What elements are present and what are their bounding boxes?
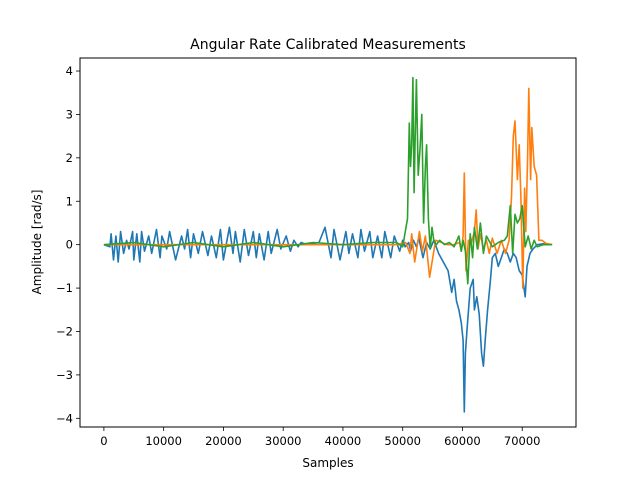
series-line-3	[103, 76, 553, 285]
y-tick-label: −3	[56, 368, 73, 382]
series-layer	[103, 76, 553, 413]
y-tick-label: 2	[66, 151, 73, 165]
x-tick-label: 70000	[504, 434, 541, 448]
series-line-1	[103, 226, 553, 413]
y-tick-label: −1	[56, 281, 73, 295]
x-tick-label: 20000	[205, 434, 242, 448]
x-axis: 0 10000 20000 30000 40000 50000 60000 70000	[100, 427, 541, 448]
x-axis-label: Samples	[302, 456, 353, 470]
x-tick-label: 10000	[145, 434, 182, 448]
y-tick-label: −4	[56, 411, 73, 425]
y-axis-label: Amplitude [rad/s]	[30, 190, 44, 295]
y-tick-label: 1	[66, 194, 73, 208]
x-tick-label: 0	[100, 434, 107, 448]
y-tick-label: −2	[56, 324, 73, 338]
x-tick-label: 60000	[444, 434, 481, 448]
x-tick-label: 50000	[384, 434, 421, 448]
y-tick-label: 0	[66, 238, 73, 252]
y-axis: −4 −3 −2 −1 0 1 2 3 4	[56, 64, 80, 425]
y-tick-label: 3	[66, 107, 73, 121]
x-tick-label: 30000	[265, 434, 302, 448]
x-tick-label: 40000	[325, 434, 362, 448]
series-line-2	[103, 87, 553, 289]
plot-frame	[79, 57, 577, 428]
y-tick-label: 4	[66, 64, 73, 78]
chart-title: Angular Rate Calibrated Measurements	[190, 37, 466, 53]
